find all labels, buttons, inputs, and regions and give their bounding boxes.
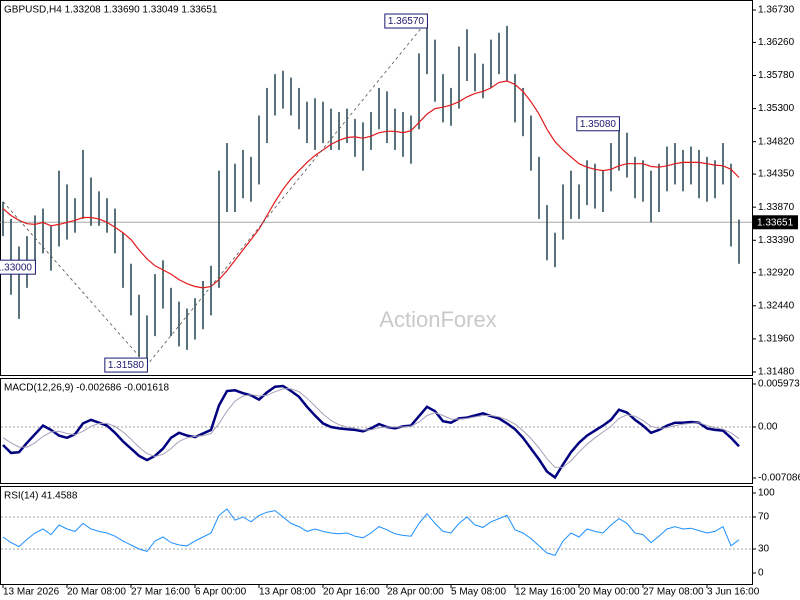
annotation-box: [384, 13, 428, 29]
indicator-line: [2, 388, 740, 468]
x-tick-label: 27 May 08:00: [643, 587, 704, 598]
x-tick-label: 5 May 08:00: [451, 587, 506, 598]
y-tick-label: 30: [758, 544, 770, 555]
indicator-line: [2, 508, 740, 556]
y-tick-label: 70: [758, 512, 770, 523]
annotation-label: 1.36570: [388, 16, 425, 27]
y-tick-label: 1.35780: [758, 70, 795, 81]
y-tick-label: 100: [758, 488, 775, 499]
annotation-box: [0, 259, 36, 275]
panel-frame: [0, 0, 753, 376]
panel-title: MACD(12,26,9) -0.002686 -0.001618: [4, 383, 170, 394]
y-tick-label: 0.005973: [758, 379, 800, 390]
x-tick-label: 20 Apr 16:00: [323, 587, 380, 598]
panel-title: GBPUSD,H4 1.33208 1.33690 1.33049 1.3365…: [4, 5, 218, 16]
y-tick-label: 1.34350: [758, 169, 795, 180]
y-tick-label: 1.33390: [758, 235, 795, 246]
annotation-box: [576, 116, 620, 132]
last-price-box: [752, 215, 798, 230]
x-tick-label: 28 Apr 00:00: [387, 587, 444, 598]
panel-frame: [0, 378, 753, 484]
y-tick-label: 1.34820: [758, 136, 795, 147]
last-price-label: 1.33651: [757, 217, 794, 228]
y-tick-label: 1.35300: [758, 103, 795, 114]
y-tick-label: 1.36260: [758, 37, 795, 48]
y-tick-label: 1.36730: [758, 5, 795, 16]
moving-average: [2, 80, 740, 289]
y-tick-label: 0: [758, 568, 764, 579]
y-tick-label: 1.31480: [758, 367, 795, 378]
watermark: ActionForex: [379, 307, 496, 332]
x-tick-label: 13 Apr 08:00: [259, 587, 316, 598]
annotation-label: 1.31580: [108, 360, 145, 371]
panel-title: RSI(14) 41.4588: [4, 491, 78, 502]
y-tick-label: 1.32440: [758, 300, 795, 311]
x-tick-label: 12 May 16:00: [515, 587, 576, 598]
annotation-box: [104, 357, 148, 373]
x-tick-label: 3 Jun 16:00: [707, 587, 760, 598]
y-tick-label: 1.33870: [758, 202, 795, 213]
y-tick-label: 1.32920: [758, 267, 795, 278]
indicator-line: [2, 384, 740, 480]
y-tick-label: 1.31960: [758, 334, 795, 345]
x-tick-label: 20 Mar 08:00: [67, 587, 126, 598]
annotation-label: 1.33000: [0, 262, 32, 273]
x-tick-label: 20 May 00:00: [579, 587, 640, 598]
y-tick-label: -0.007086: [758, 473, 800, 484]
x-tick-label: 6 Apr 00:00: [195, 587, 247, 598]
y-tick-label: 0.00: [758, 422, 778, 433]
panel-frame: [0, 486, 753, 585]
x-tick-label: 13 Mar 2026: [3, 587, 60, 598]
x-tick-label: 27 Mar 16:00: [131, 587, 190, 598]
annotation-label: 1.35080: [580, 119, 617, 130]
